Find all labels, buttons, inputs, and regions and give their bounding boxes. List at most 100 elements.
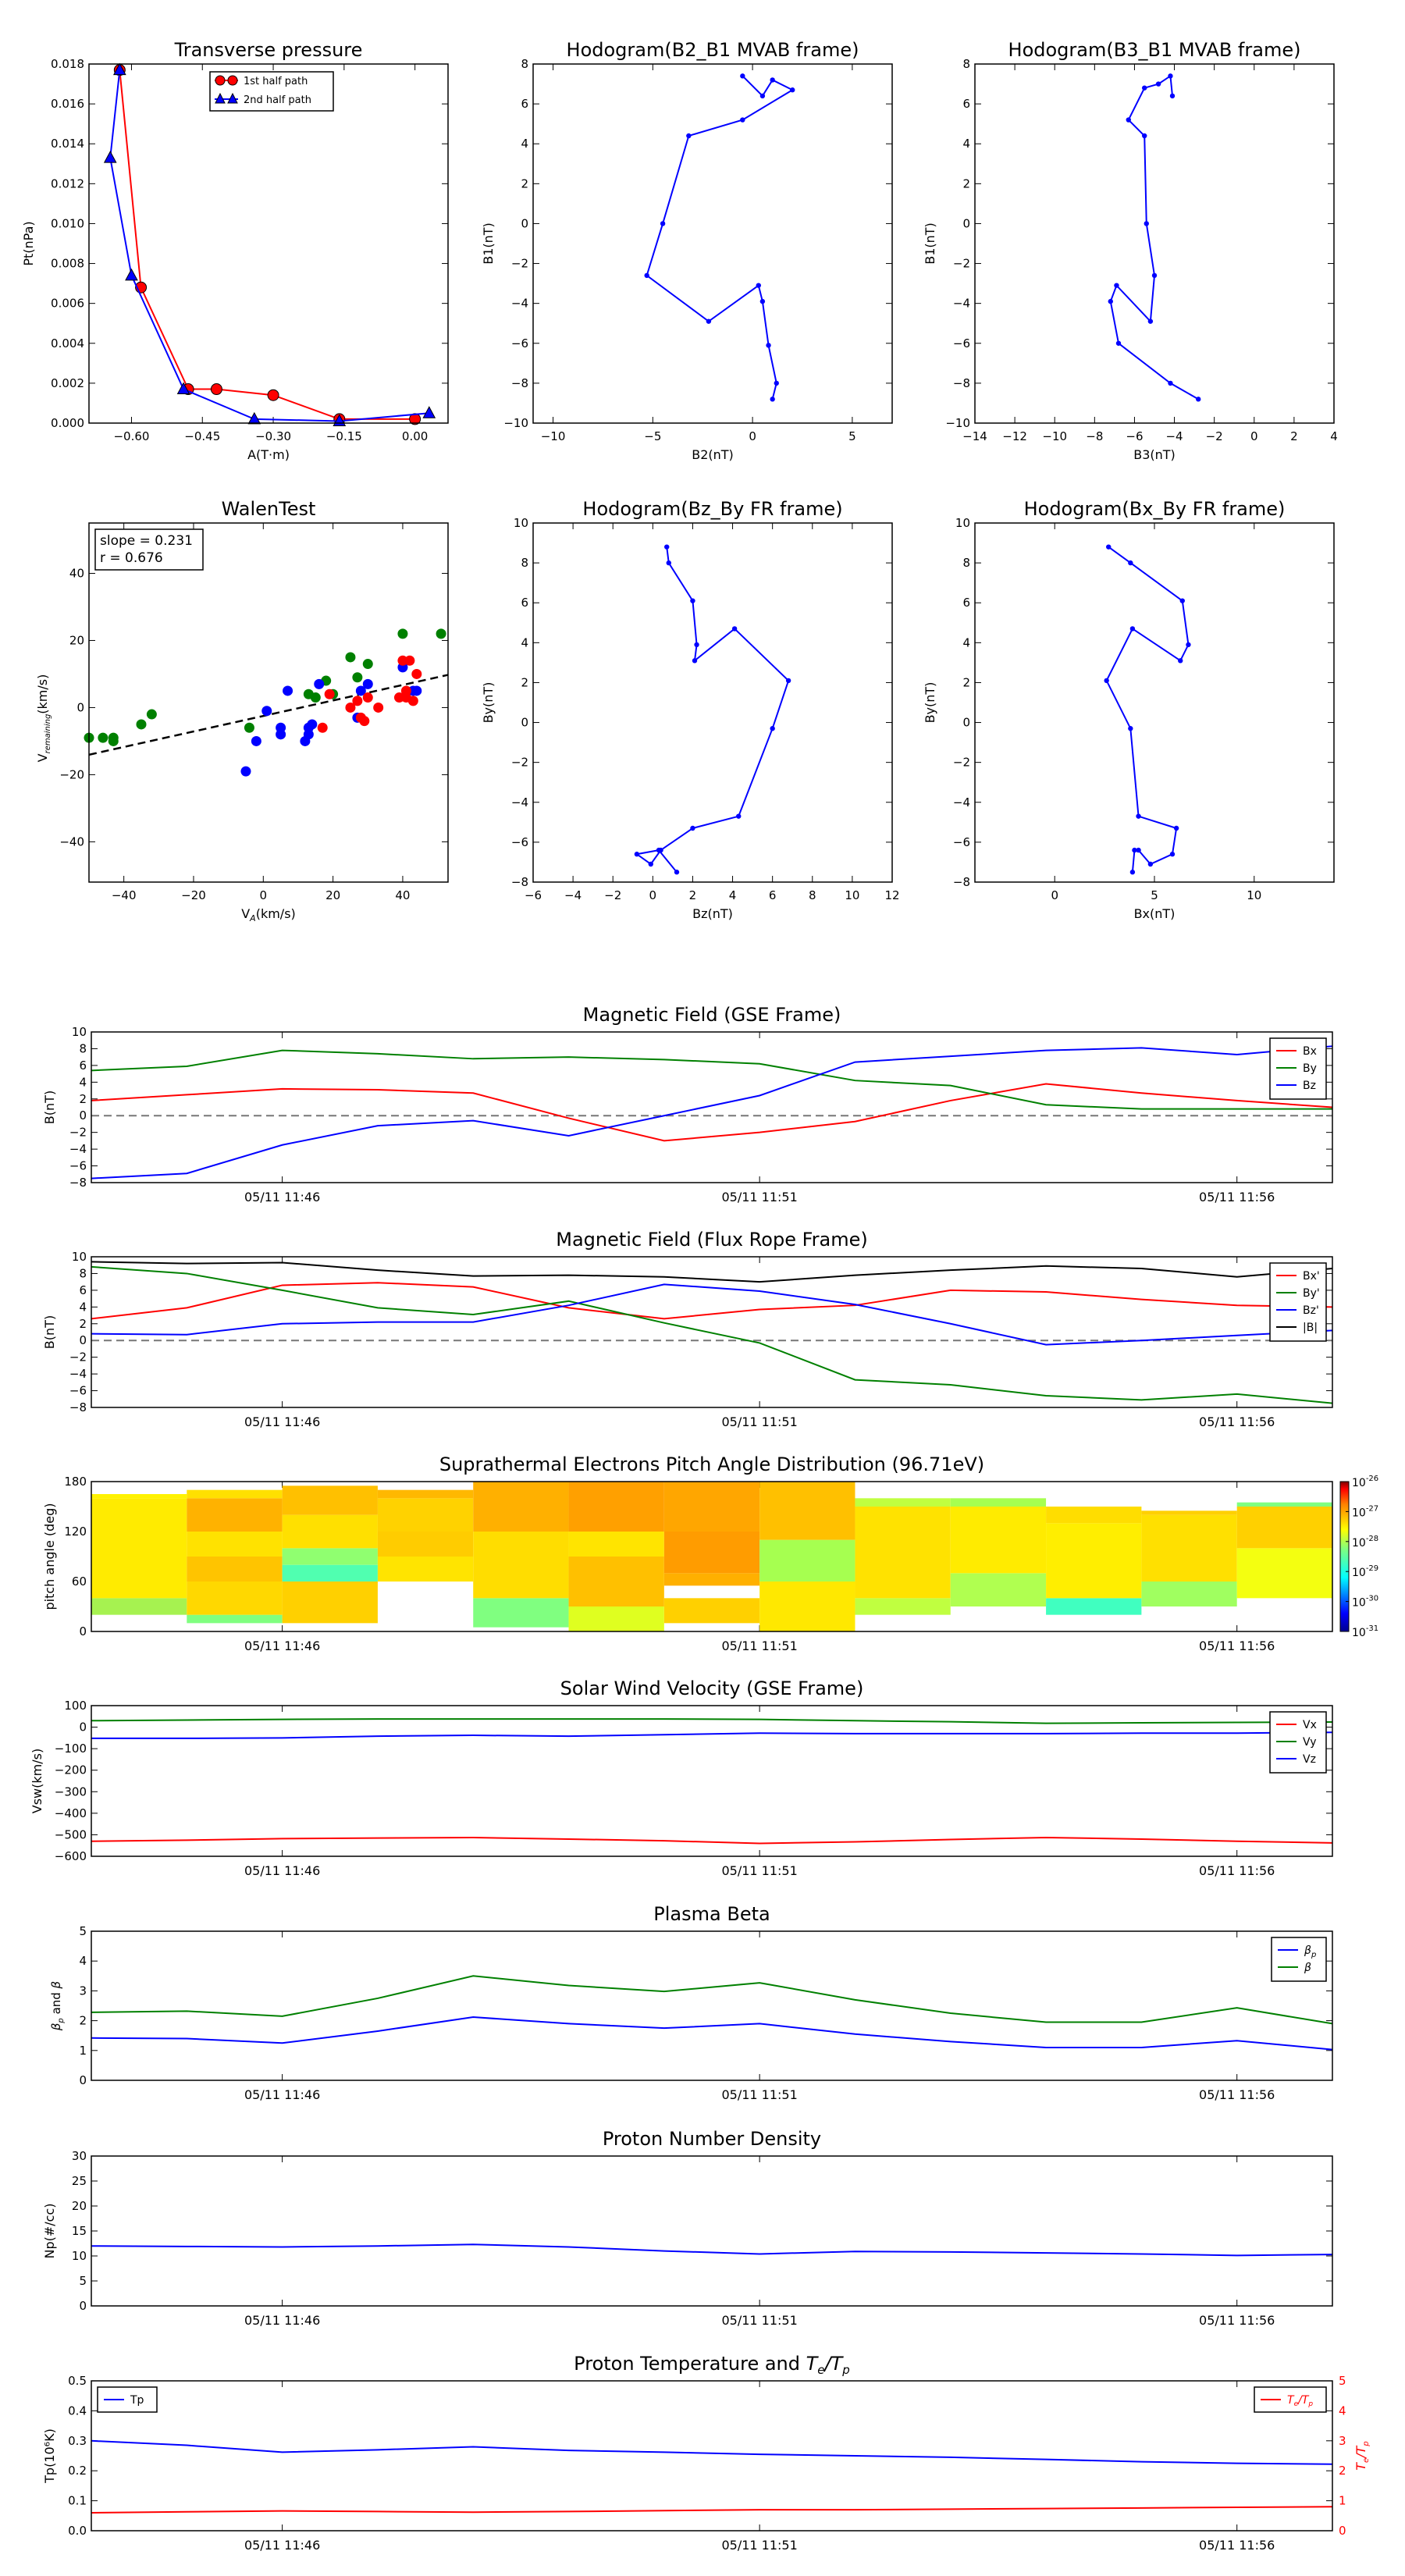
y-tick-label: 8 bbox=[79, 1041, 87, 1055]
scatter-point bbox=[436, 628, 446, 639]
x-tick-label: 05/11 11:51 bbox=[721, 1863, 797, 1878]
axes-frame bbox=[91, 1031, 1333, 1183]
x-tick-label: 8 bbox=[809, 888, 816, 902]
x-tick-label: 0.00 bbox=[402, 429, 428, 443]
data-point bbox=[770, 726, 775, 731]
series-line bbox=[646, 75, 795, 400]
data-point bbox=[125, 268, 138, 281]
data-point bbox=[1173, 825, 1179, 831]
heatmap-cell bbox=[187, 1489, 283, 1499]
panel-tp_panel: Proton Temperature and Te/Tp 05/11 11:46 0… bbox=[42, 2353, 1371, 2553]
scatter-point bbox=[317, 722, 328, 733]
panel-mf_gse: Magnetic Field (GSE Frame) 05/11 11:46 05/… bbox=[42, 1004, 1333, 1204]
data-point bbox=[210, 383, 222, 396]
y-tick-label: −6 bbox=[953, 336, 970, 350]
x-tick-label: −4 bbox=[1165, 429, 1183, 443]
heatmap-cell bbox=[1141, 1514, 1237, 1582]
heatmap-cell bbox=[1236, 1507, 1332, 1549]
y-tick-label: −4 bbox=[511, 297, 528, 311]
y-tick-label: 0 bbox=[79, 2299, 87, 2313]
x-tick-label: 05/11 11:56 bbox=[1199, 1190, 1275, 1204]
data-point bbox=[736, 813, 742, 819]
plot-area bbox=[91, 2243, 1333, 2257]
legend-marker bbox=[215, 92, 226, 104]
series-line bbox=[119, 69, 415, 420]
colorbar-label: 10-26 bbox=[1352, 1475, 1378, 1489]
plot-area bbox=[103, 62, 436, 426]
legend-label: Vy bbox=[1303, 1736, 1317, 1749]
y-tick-label: −8 bbox=[511, 875, 528, 889]
x-tick-label: −6 bbox=[525, 888, 542, 902]
data-point bbox=[770, 77, 775, 83]
series-line bbox=[1105, 546, 1190, 873]
x-tick-label: 05/11 11:51 bbox=[721, 1414, 797, 1429]
heatmap-cell bbox=[187, 1498, 283, 1532]
x-tick-label: 05/11 11:46 bbox=[244, 2087, 320, 2102]
heatmap-cell bbox=[568, 1532, 664, 1557]
x-tick-label: 05/11 11:56 bbox=[1199, 1863, 1275, 1878]
scatter-point bbox=[251, 735, 261, 746]
data-point bbox=[267, 389, 279, 401]
plot-area bbox=[634, 544, 791, 875]
data-point bbox=[1147, 318, 1154, 324]
axes-frame bbox=[91, 2380, 1333, 2532]
axes-frame bbox=[974, 63, 1335, 424]
y-tick-label: 6 bbox=[521, 596, 528, 610]
x-tick-label: −40 bbox=[112, 888, 137, 902]
y-tick-label: 0.004 bbox=[51, 336, 84, 350]
legend-label: Bz bbox=[1303, 1080, 1316, 1092]
y-tick-label: 2 bbox=[521, 176, 528, 190]
y-tick-label: −8 bbox=[953, 376, 970, 390]
x-tick-label: 40 bbox=[395, 888, 410, 902]
data-point bbox=[1129, 626, 1136, 632]
x-tick-label: −4 bbox=[564, 888, 582, 902]
y-tick-label: 0.002 bbox=[51, 376, 84, 390]
y-tick-label: 0.016 bbox=[51, 97, 84, 111]
series-line bbox=[91, 1731, 1333, 1739]
y-tick-label: −4 bbox=[953, 795, 970, 809]
annotation-r: r = 0.676 bbox=[100, 550, 163, 566]
panel-title: Magnetic Field (Flux Rope Frame) bbox=[556, 1229, 867, 1251]
x-tick-label: 0 bbox=[1250, 429, 1258, 443]
heatmap-cell bbox=[759, 1582, 855, 1631]
series-line bbox=[91, 1283, 1333, 1346]
y-tick-label: 120 bbox=[64, 1525, 87, 1539]
scatter-point bbox=[314, 678, 325, 689]
heatmap-cell bbox=[950, 1573, 1047, 1606]
data-point bbox=[785, 678, 791, 684]
y-axis-label: βp and β bbox=[49, 1980, 66, 2031]
x-tick-label: 05/11 11:51 bbox=[721, 1190, 797, 1204]
heatmap-cell bbox=[759, 1539, 855, 1582]
scatter-point bbox=[397, 655, 408, 666]
y-tick-label: −4 bbox=[69, 1142, 87, 1156]
x-tick-label: 05/11 11:56 bbox=[1199, 1414, 1275, 1429]
legend-marker bbox=[215, 75, 226, 86]
y-tick-label: 0.010 bbox=[51, 216, 84, 230]
y-tick-label: −8 bbox=[69, 1176, 87, 1190]
heatmap-cell bbox=[1141, 1510, 1237, 1515]
colorbar-exponent: -28 bbox=[1366, 1535, 1378, 1543]
y-tick-label: 6 bbox=[79, 1059, 87, 1073]
x-tick-label: −8 bbox=[1086, 429, 1103, 443]
y-tick-label: 2 bbox=[79, 2014, 87, 2028]
y-tick-label: 2 bbox=[79, 1092, 87, 1106]
y-tick-label: 4 bbox=[521, 137, 528, 151]
heatmap-cell bbox=[473, 1482, 569, 1532]
legend: Tp Te/Tp bbox=[97, 2386, 1327, 2413]
x-tick-label: 4 bbox=[1330, 429, 1338, 443]
y-tick-label: 0.2 bbox=[68, 2464, 87, 2478]
y-axis-label: B(nT) bbox=[42, 1091, 57, 1124]
x-tick-label: 4 bbox=[729, 888, 737, 902]
data-point bbox=[1169, 852, 1176, 857]
scatter-point bbox=[362, 678, 373, 689]
data-point bbox=[686, 133, 692, 139]
y-tick-label: 8 bbox=[962, 57, 970, 71]
heatmap-cell bbox=[91, 1494, 187, 1499]
right-y-tick-label: 3 bbox=[1339, 2434, 1346, 2448]
heatmap-cell bbox=[282, 1485, 378, 1515]
y-tick-label: 0 bbox=[79, 1720, 87, 1735]
plot-area bbox=[644, 73, 795, 402]
colorbar-label: 10-29 bbox=[1352, 1564, 1378, 1579]
right-y-tick-label: 2 bbox=[1339, 2464, 1346, 2478]
